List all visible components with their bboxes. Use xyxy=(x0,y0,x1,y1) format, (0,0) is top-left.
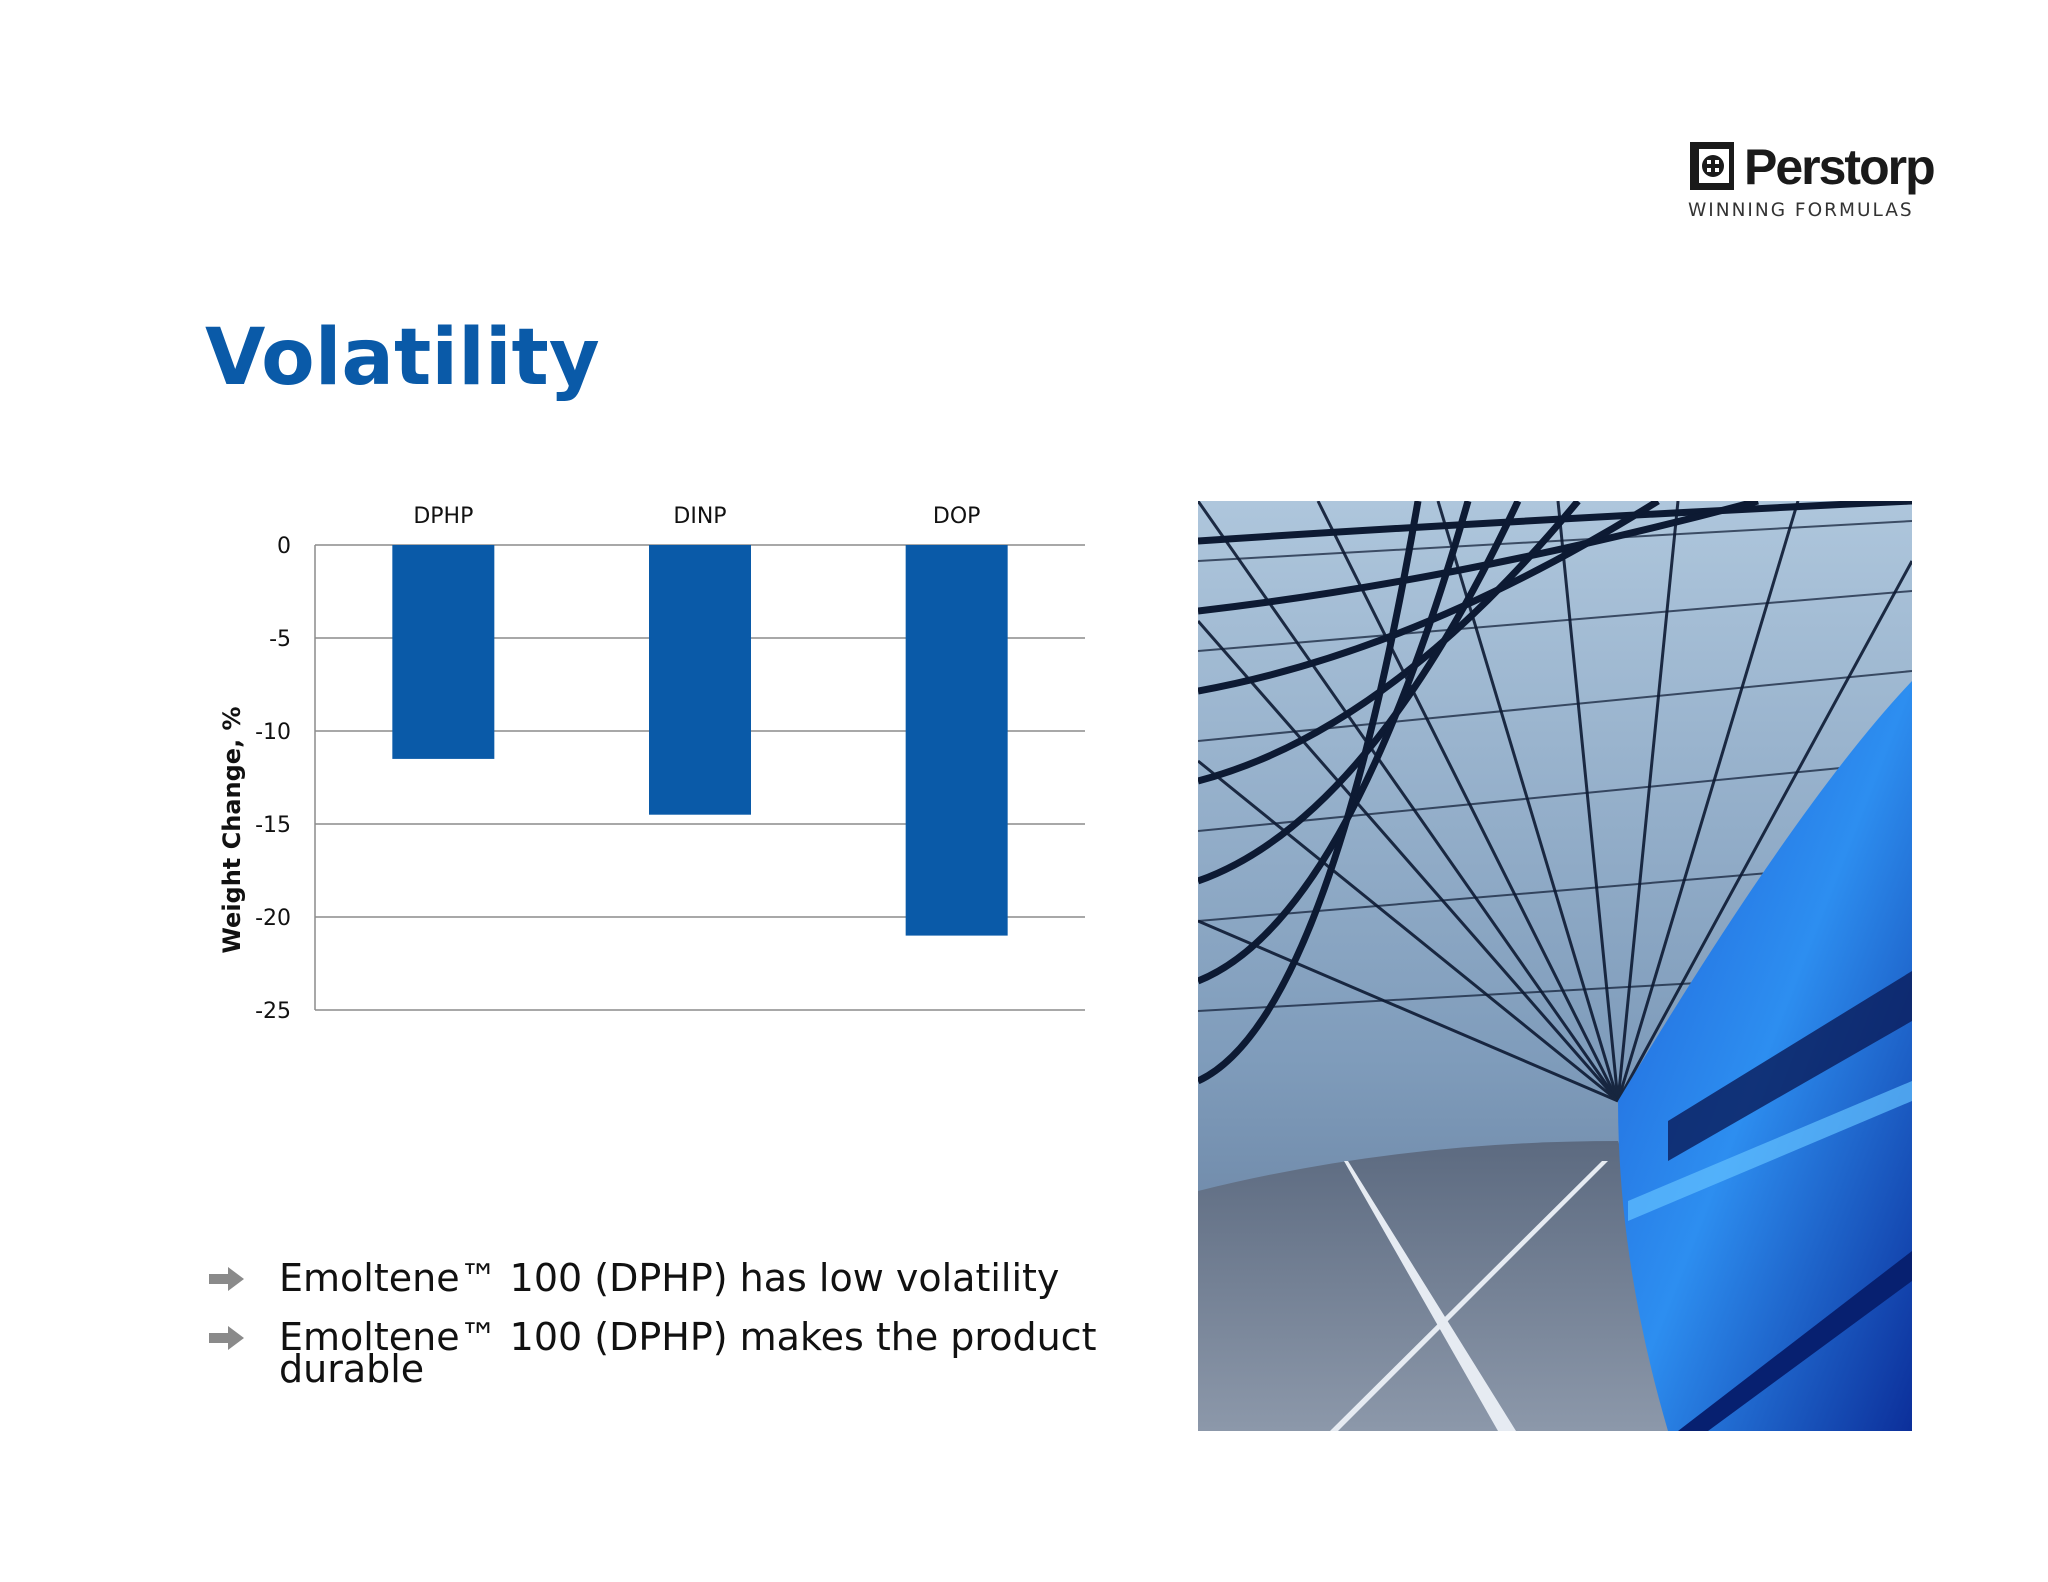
bullet-item: Emoltene™ 100 (DPHP) makes the product d… xyxy=(205,1318,1105,1388)
bullet-list: Emoltene™ 100 (DPHP) has low volatility … xyxy=(205,1259,1105,1412)
y-tick-label: -20 xyxy=(255,906,291,931)
page-title: Volatility xyxy=(205,313,600,403)
chart-bars xyxy=(392,545,1008,936)
bullet-text: Emoltene™ 100 (DPHP) makes the product d… xyxy=(279,1315,1097,1391)
bullet-item: Emoltene™ 100 (DPHP) has low volatility xyxy=(205,1259,1105,1297)
y-tick-label: -5 xyxy=(269,627,291,652)
category-label: DINP xyxy=(673,504,726,529)
y-tick-label: -10 xyxy=(255,720,291,745)
brand-tagline: WINNING FORMULAS xyxy=(1688,200,1914,221)
category-label: DPHP xyxy=(413,504,473,529)
arrow-right-icon xyxy=(209,1326,244,1350)
bar-dop xyxy=(905,545,1008,936)
y-tick-label: 0 xyxy=(277,534,291,559)
brand-name: Perstorp xyxy=(1744,139,1936,195)
category-label: DOP xyxy=(933,504,981,529)
perstorp-logo-mark-icon xyxy=(1690,142,1734,190)
arrow-right-icon xyxy=(209,1267,244,1291)
brand-logo: Perstorp WINNING FORMULAS xyxy=(1688,138,1936,228)
train-station-photo xyxy=(1198,501,1912,1431)
y-tick-label: -15 xyxy=(255,813,291,838)
category-labels: DPHP DINP DOP xyxy=(413,504,980,529)
bar-dinp xyxy=(649,545,751,815)
y-tick-label: -25 xyxy=(255,999,291,1024)
bar-dphp xyxy=(392,545,495,759)
weight-change-bar-chart: 0 -5 -10 -15 -20 -25 DPHP DINP DOP Weight Chang… xyxy=(218,504,1085,1024)
y-tick-labels: 0 -5 -10 -15 -20 -25 xyxy=(255,534,291,1024)
y-axis-label: Weight Change, % xyxy=(218,706,246,953)
bullet-text: Emoltene™ 100 (DPHP) has low volatility xyxy=(279,1256,1060,1300)
